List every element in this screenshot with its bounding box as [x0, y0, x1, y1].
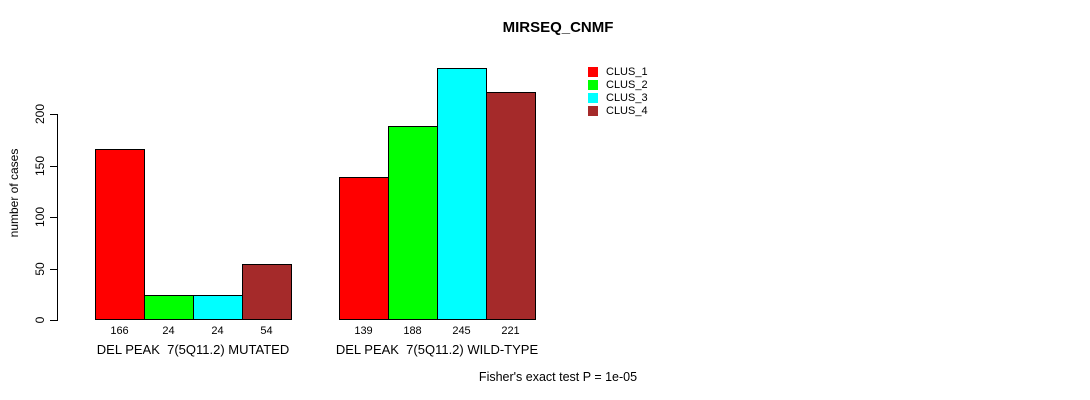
- y-tick: [50, 320, 57, 322]
- bar-value-label: 24: [211, 325, 224, 337]
- bar-clus_1-group2: [339, 176, 389, 320]
- bar-value-label: 54: [260, 325, 273, 337]
- bar-clus_4-group1: [242, 264, 292, 320]
- y-axis-line: [57, 114, 59, 321]
- legend-item-clus_2: CLUS_2: [588, 78, 648, 91]
- legend-label: CLUS_1: [606, 65, 648, 78]
- y-axis-label: number of cases: [7, 148, 21, 238]
- y-tick: [50, 114, 57, 116]
- y-tick-label: 150: [33, 155, 47, 176]
- footer-annotation: Fisher's exact test P = 1e-05: [478, 370, 638, 384]
- legend-swatch-clus_3: [588, 92, 598, 103]
- category-label-group1: DEL PEAK 7(5Q11.2) MUTATED: [96, 342, 290, 357]
- legend-label: CLUS_2: [606, 78, 648, 91]
- bar-value-label: 221: [501, 325, 520, 337]
- bar-clus_1-group1: [95, 149, 145, 320]
- bar-value-label: 24: [162, 325, 175, 337]
- bar-clus_3-group2: [437, 67, 487, 320]
- legend-swatch-clus_4: [588, 106, 598, 117]
- legend: CLUS_1 CLUS_2 CLUS_3 CLUS_4: [588, 65, 648, 118]
- y-tick-label: 50: [33, 261, 47, 276]
- y-tick-label: 100: [33, 206, 47, 228]
- y-tick-label: 200: [33, 103, 47, 125]
- bar-value-label: 166: [110, 325, 129, 337]
- legend-label: CLUS_3: [606, 91, 648, 104]
- y-tick: [50, 165, 57, 167]
- category-label-group2: DEL PEAK 7(5Q11.2) WILD-TYPE: [335, 342, 539, 357]
- legend-item-clus_3: CLUS_3: [588, 91, 648, 104]
- chart-title: MIRSEQ_CNMF: [502, 19, 614, 36]
- y-tick: [50, 217, 57, 219]
- legend-item-clus_1: CLUS_1: [588, 65, 648, 78]
- legend-swatch-clus_1: [588, 66, 598, 77]
- bar-value-label: 188: [403, 325, 422, 337]
- legend-swatch-clus_2: [588, 79, 598, 90]
- legend-item-clus_4: CLUS_4: [588, 105, 648, 118]
- bar-value-label: 139: [354, 325, 373, 337]
- y-tick: [50, 268, 57, 270]
- y-tick-label: 0: [33, 316, 47, 324]
- bar-clus_2-group2: [388, 126, 438, 320]
- bar-clus_2-group1: [144, 295, 194, 320]
- bar-clus_3-group1: [193, 295, 243, 320]
- legend-label: CLUS_4: [606, 105, 648, 118]
- bar-value-label: 245: [452, 325, 471, 337]
- bar-clus_4-group2: [486, 92, 536, 320]
